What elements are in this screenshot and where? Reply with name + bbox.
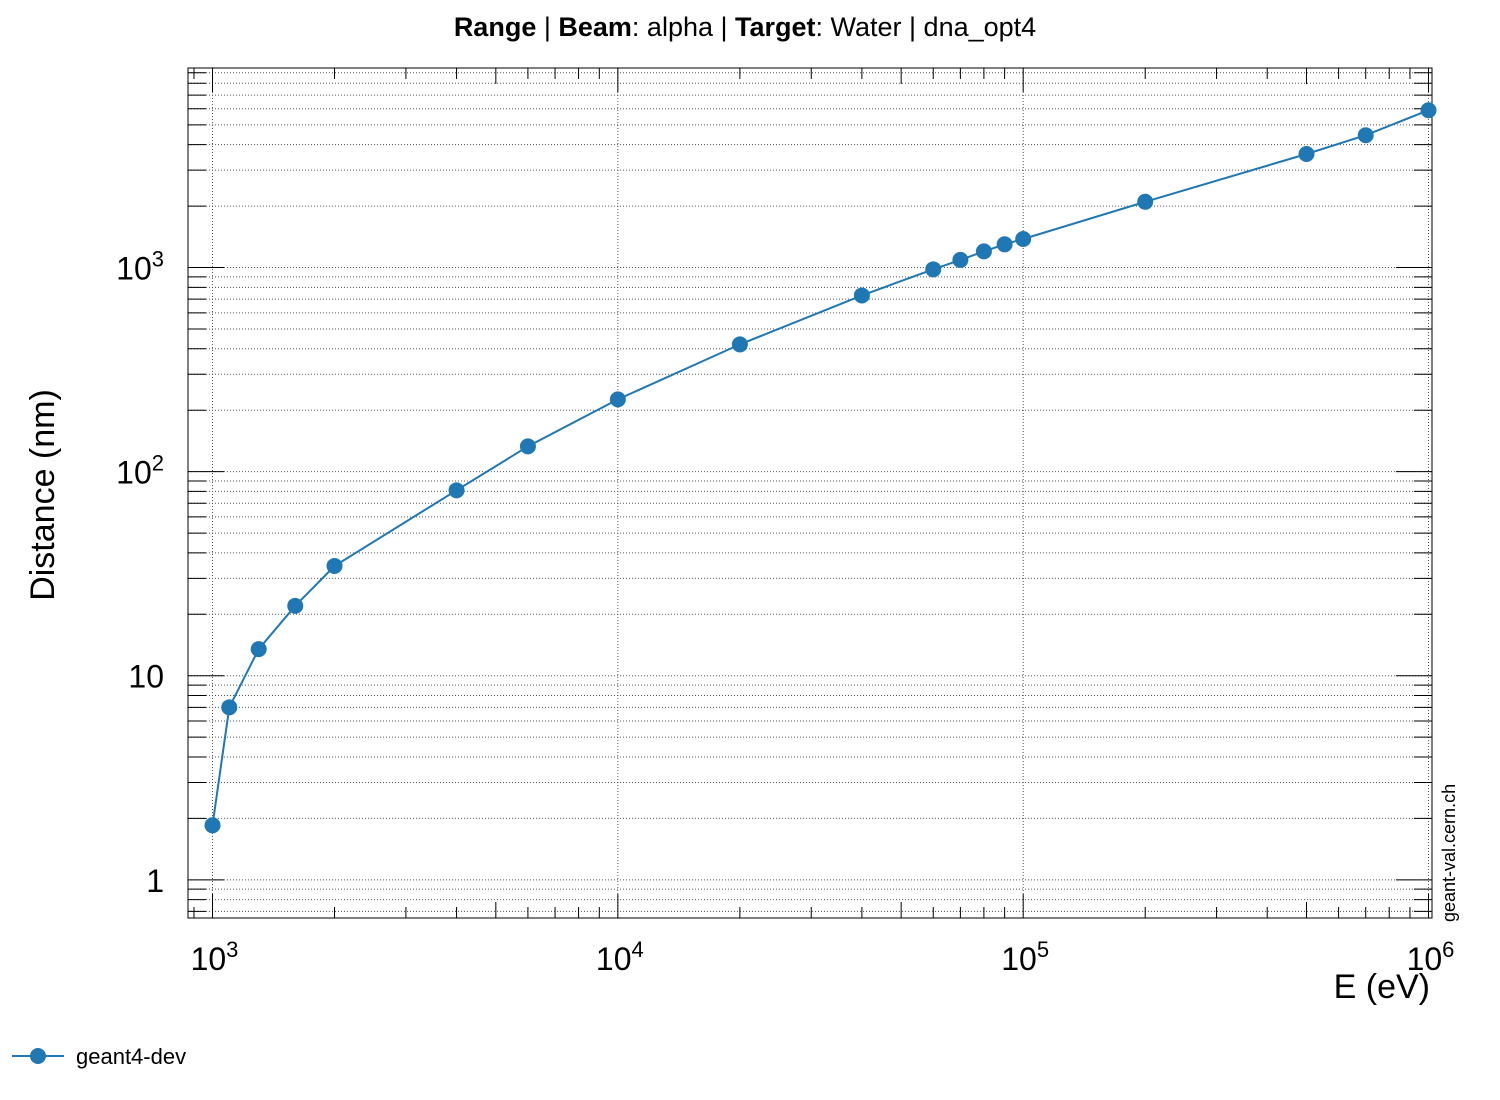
x-tick-label: 104 bbox=[596, 937, 644, 977]
title-target: Target bbox=[735, 12, 816, 42]
tick-label-layer: 103 104 105 106 1 10 102 103 bbox=[116, 247, 1454, 977]
data-point bbox=[952, 251, 969, 268]
tick-layer bbox=[188, 68, 1432, 918]
title-beam: Beam bbox=[558, 12, 632, 42]
y-axis-title: Distance (nm) bbox=[24, 389, 62, 601]
data-point bbox=[609, 391, 626, 408]
title-beam-value: : alpha | bbox=[632, 12, 735, 42]
chart-title: Range | Beam: alpha | Target: Water | dn… bbox=[454, 12, 1036, 42]
title-sep: | bbox=[536, 12, 558, 42]
series-line bbox=[211, 109, 1429, 826]
x-tick-label: 105 bbox=[1001, 937, 1049, 977]
legend-marker bbox=[30, 1048, 46, 1064]
data-point bbox=[326, 557, 343, 574]
x-tick-label: 103 bbox=[191, 937, 239, 977]
data-point bbox=[221, 699, 238, 716]
data-point bbox=[1137, 193, 1154, 210]
data-point bbox=[853, 287, 870, 304]
y-tick-label: 103 bbox=[116, 247, 164, 287]
data-point bbox=[250, 641, 267, 658]
title-target-value: : Water | dna_opt4 bbox=[816, 12, 1037, 42]
y-tick-label: 10 bbox=[128, 659, 164, 695]
legend-label: geant4-dev bbox=[76, 1044, 186, 1069]
x-tick-label: 106 bbox=[1407, 937, 1455, 977]
data-point bbox=[925, 261, 942, 278]
data-point bbox=[731, 336, 748, 353]
watermark-text: geant-val.cern.ch bbox=[1439, 784, 1459, 922]
grid-layer bbox=[188, 68, 1432, 918]
data-point bbox=[975, 243, 992, 260]
data-point bbox=[519, 438, 536, 455]
y-tick-label: 1 bbox=[146, 863, 164, 899]
title-range: Range bbox=[454, 12, 537, 42]
data-point bbox=[996, 236, 1013, 253]
y-tick-label: 102 bbox=[116, 451, 164, 491]
x-axis-title: E (eV) bbox=[1334, 968, 1430, 1006]
data-point bbox=[1298, 146, 1315, 163]
data-point bbox=[1357, 127, 1374, 144]
data-point bbox=[204, 817, 221, 834]
legend: geant4-dev bbox=[12, 1044, 186, 1069]
plot-frame bbox=[187, 67, 1433, 919]
data-point bbox=[287, 597, 304, 614]
series-layer bbox=[204, 102, 1437, 834]
data-point bbox=[1015, 230, 1032, 247]
data-point bbox=[448, 482, 465, 499]
data-point bbox=[1420, 102, 1437, 119]
